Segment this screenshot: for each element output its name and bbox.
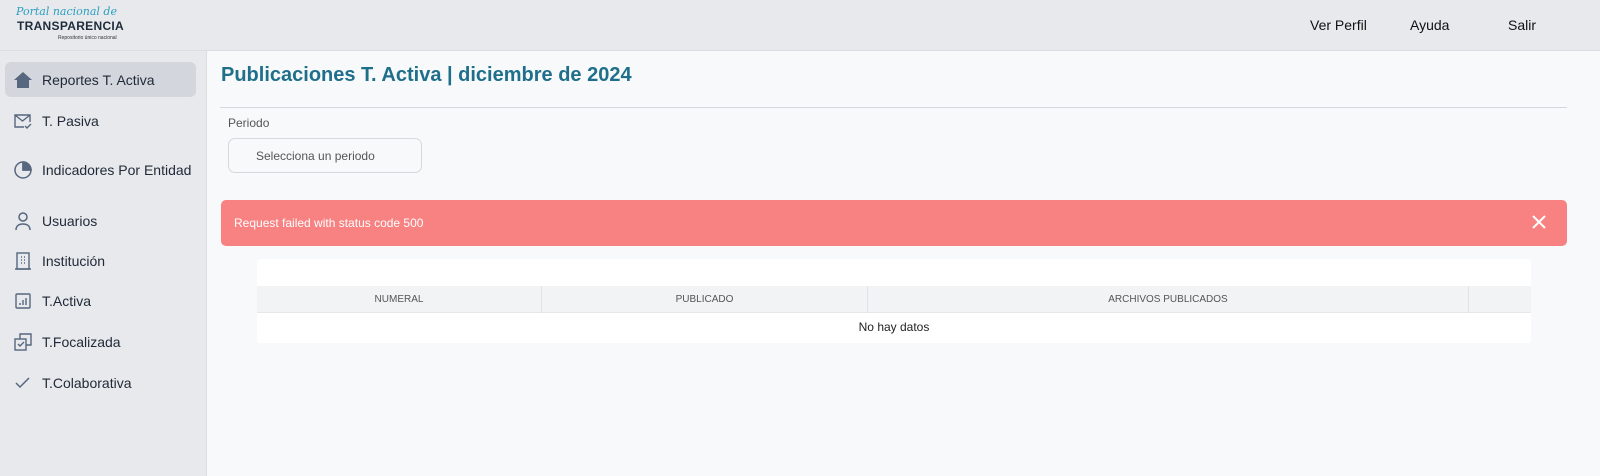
sidebar-item-label: T.Focalizada — [42, 334, 121, 350]
column-actions — [1469, 286, 1531, 313]
divider — [220, 107, 1567, 108]
copy-check-icon — [14, 333, 32, 351]
home-icon — [14, 71, 32, 88]
pie-chart-icon — [14, 161, 32, 179]
error-alert: Request failed with status code 500 — [221, 200, 1567, 246]
sidebar-item-t-focalizada[interactable]: T.Focalizada — [5, 330, 196, 354]
page-title: Publicaciones T. Activa | diciembre de 2… — [221, 64, 632, 86]
ayuda-link[interactable]: Ayuda — [1410, 17, 1450, 33]
check-icon — [15, 377, 30, 389]
alert-message: Request failed with status code 500 — [234, 216, 424, 230]
sidebar-item-institucion[interactable]: Institución — [5, 249, 196, 273]
sidebar-item-label: T. Pasiva — [42, 113, 99, 129]
logo-main: TRANSPARENCIA — [17, 19, 125, 33]
empty-state: No hay datos — [858, 320, 930, 334]
close-icon[interactable] — [1531, 214, 1547, 230]
logo-script: Portal nacional de — [16, 5, 117, 18]
sidebar-item-usuarios[interactable]: Usuarios — [5, 209, 196, 233]
sidebar-item-reportes[interactable]: Reportes T. Activa — [5, 62, 196, 97]
building-icon — [15, 252, 31, 270]
period-label: Periodo — [228, 116, 270, 130]
sidebar-item-label: Indicadores Por Entidad — [42, 162, 192, 178]
sidebar-item-label: T.Activa — [42, 293, 92, 309]
publications-table: NUMERAL PUBLICADO ARCHIVOS PUBLICADOS No… — [257, 259, 1531, 343]
sidebar-item-label: T.Colaborativa — [42, 375, 132, 391]
sidebar-item-label: Usuarios — [42, 213, 98, 229]
table-header: NUMERAL PUBLICADO ARCHIVOS PUBLICADOS — [257, 286, 1531, 313]
bar-chart-icon — [15, 293, 31, 309]
user-icon — [15, 212, 31, 231]
sidebar: Reportes T. Activa T. Pasiva Indicadores… — [0, 51, 207, 476]
logo-sub: Repositorio único nacional — [58, 35, 117, 41]
column-numeral: NUMERAL — [257, 286, 542, 313]
sidebar-item-label: Institución — [42, 253, 106, 269]
sidebar-item-indicadores[interactable]: Indicadores Por Entidad — [5, 149, 196, 191]
logo[interactable]: Portal nacional de TRANSPARENCIA Reposit… — [14, 5, 144, 47]
sidebar-item-t-pasiva[interactable]: T. Pasiva — [5, 109, 196, 133]
column-archivos: ARCHIVOS PUBLICADOS — [868, 286, 1469, 313]
sidebar-item-label: Reportes T. Activa — [42, 71, 155, 88]
sidebar-item-t-colaborativa[interactable]: T.Colaborativa — [5, 371, 196, 395]
period-select[interactable]: Selecciona un periodo — [228, 138, 422, 173]
salir-link[interactable]: Salir — [1508, 17, 1537, 33]
header: Portal nacional de TRANSPARENCIA Reposit… — [0, 0, 1600, 51]
column-publicado: PUBLICADO — [542, 286, 868, 313]
mail-check-icon — [14, 114, 32, 129]
sidebar-item-t-activa[interactable]: T.Activa — [5, 289, 196, 313]
ver-perfil-link[interactable]: Ver Perfil — [1310, 17, 1367, 33]
